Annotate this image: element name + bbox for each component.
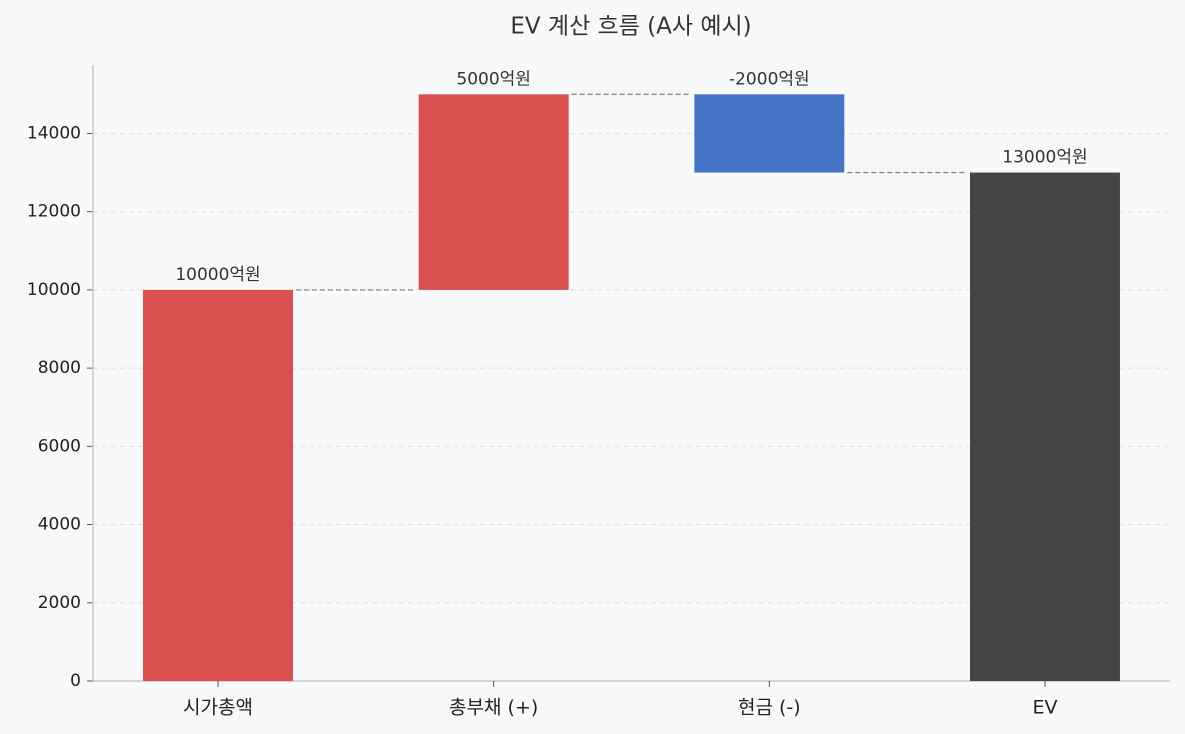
y-tick-label: 8000 bbox=[38, 358, 81, 378]
y-tick-label: 10000 bbox=[27, 280, 81, 300]
x-tick-label: 총부채 (+) bbox=[449, 697, 538, 719]
y-tick-label: 2000 bbox=[38, 593, 81, 613]
x-tick-label: 현금 (-) bbox=[738, 697, 801, 719]
value-label: -2000억원 bbox=[729, 69, 810, 89]
value-label: 13000억원 bbox=[1002, 148, 1087, 168]
bar bbox=[694, 94, 845, 173]
y-tick-label: 0 bbox=[70, 671, 81, 691]
y-tick-label: 6000 bbox=[38, 436, 81, 456]
y-tick-label: 12000 bbox=[27, 202, 81, 222]
y-tick-label: 14000 bbox=[27, 123, 81, 143]
bar bbox=[970, 172, 1120, 682]
chart-title: EV 계산 흐름 (A사 예시) bbox=[510, 14, 751, 40]
x-tick-label: 시가총액 bbox=[183, 697, 253, 719]
x-tick-label: EV bbox=[1032, 697, 1057, 719]
bar bbox=[418, 94, 569, 290]
value-label: 5000억원 bbox=[456, 69, 531, 89]
value-label: 10000억원 bbox=[175, 265, 260, 285]
bar bbox=[143, 289, 293, 681]
y-tick-label: 4000 bbox=[38, 515, 81, 535]
